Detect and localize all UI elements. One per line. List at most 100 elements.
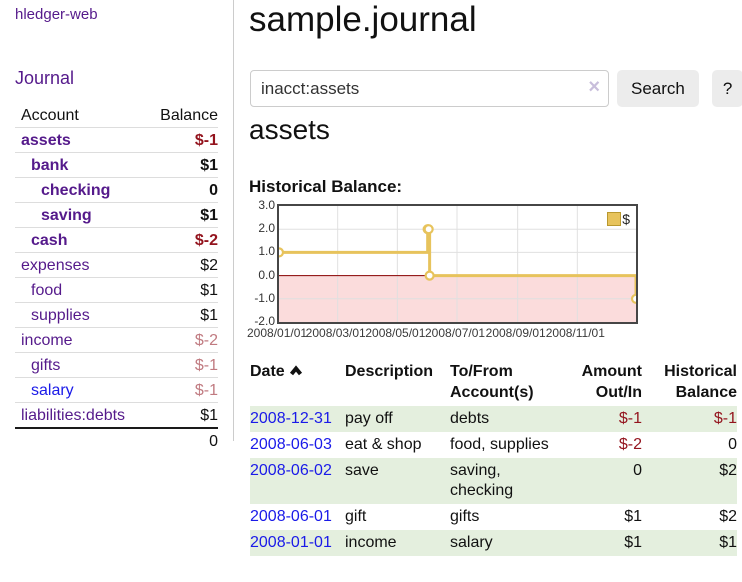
account-balance: $2 bbox=[148, 252, 218, 278]
chart-plot-area: $ bbox=[277, 204, 638, 324]
account-row: supplies $1 bbox=[15, 302, 218, 328]
y-tick-label: 1.0 bbox=[258, 244, 275, 259]
accounts-header-balance: Balance bbox=[148, 103, 218, 128]
account-row: liabilities:debts $1 bbox=[15, 403, 218, 429]
account-link-salary[interactable]: salary bbox=[31, 382, 74, 399]
account-row: assets $-1 bbox=[15, 127, 218, 153]
register-row: 2008-01-01 income salary $1 $1 bbox=[250, 530, 737, 556]
register-cell-description: gift bbox=[345, 508, 367, 525]
account-balance: $-2 bbox=[148, 327, 218, 353]
account-row: saving $1 bbox=[15, 202, 218, 228]
account-balance: $1 bbox=[148, 277, 218, 303]
register-cell-accounts: gifts bbox=[450, 508, 480, 525]
account-balance: $-1 bbox=[148, 352, 218, 378]
register-header-date[interactable]: Date bbox=[250, 358, 345, 406]
account-row: income $-2 bbox=[15, 327, 218, 353]
y-tick-label: 2.0 bbox=[258, 221, 275, 236]
register-cell-amount: $1 bbox=[624, 534, 642, 551]
chart-x-axis: 2008/01/01 2008/03/01 2008/05/01 2008/07/01… bbox=[247, 326, 634, 342]
sort-asc-icon bbox=[289, 361, 303, 382]
account-link-bank[interactable]: bank bbox=[31, 157, 69, 174]
register-header-accounts[interactable]: To/From Account(s) bbox=[450, 363, 534, 401]
chart-legend: $ bbox=[607, 211, 630, 227]
account-link-cash[interactable]: cash bbox=[31, 232, 68, 249]
transaction-date-link[interactable]: 2008-01-01 bbox=[250, 534, 332, 551]
account-link-assets[interactable]: assets bbox=[21, 132, 71, 149]
y-tick-label: -2.0 bbox=[254, 314, 275, 328]
main-content: sample.journal × Search ? assets Histori… bbox=[247, 0, 742, 582]
accounts-header-account: Account bbox=[15, 103, 149, 128]
account-balance: $1 bbox=[148, 302, 218, 328]
register-cell-date: 2008-01-01 bbox=[250, 530, 345, 556]
transaction-date-link[interactable]: 2008-06-02 bbox=[250, 462, 332, 479]
x-tick-label: 2008/01/01 bbox=[247, 326, 308, 340]
account-link-gifts[interactable]: gifts bbox=[31, 357, 61, 374]
account-link-checking[interactable]: checking bbox=[41, 182, 111, 199]
register-cell-accounts: debts bbox=[450, 410, 490, 427]
transaction-date-link[interactable]: 2008-12-31 bbox=[250, 410, 332, 427]
register-cell-balance: $2 bbox=[719, 508, 737, 525]
register-cell-description: save bbox=[345, 462, 379, 479]
legend-swatch-icon bbox=[607, 212, 622, 226]
account-link-liabilities-debts[interactable]: liabilities:debts bbox=[21, 407, 126, 424]
account-link-expenses[interactable]: expenses bbox=[21, 257, 90, 274]
account-link-food[interactable]: food bbox=[31, 282, 63, 299]
register-cell-amount: $-2 bbox=[618, 436, 642, 453]
register-row: 2008-06-02 save saving, checking 0 $2 bbox=[250, 458, 737, 504]
register-header-balance[interactable]: Historical Balance bbox=[664, 363, 737, 401]
register-cell-balance: $2 bbox=[719, 462, 737, 479]
register-header-amount[interactable]: Amount Out/In bbox=[581, 363, 642, 401]
help-button[interactable]: ? bbox=[711, 70, 742, 107]
account-link-saving[interactable]: saving bbox=[41, 207, 92, 224]
search-input[interactable] bbox=[250, 70, 609, 107]
account-link-supplies[interactable]: supplies bbox=[31, 307, 90, 324]
register-cell-amount: $-1 bbox=[618, 410, 642, 427]
register-row: 2008-06-01 gift gifts $1 $2 bbox=[250, 504, 737, 530]
clear-search-icon[interactable]: × bbox=[588, 76, 600, 98]
search-button[interactable]: Search bbox=[617, 70, 699, 107]
accounts-table: Account Balance assets $-1 bank $1 checking 0… bbox=[15, 103, 218, 454]
x-tick-label: 2008/07/01 bbox=[425, 326, 486, 340]
legend-label: $ bbox=[622, 211, 630, 227]
y-tick-label: 3.0 bbox=[258, 198, 275, 212]
account-heading: assets bbox=[249, 114, 330, 145]
transaction-date-link[interactable]: 2008-06-01 bbox=[250, 508, 332, 525]
register-header-row: Date Description To/From Account(s) Amou… bbox=[250, 358, 737, 406]
account-balance: $-1 bbox=[148, 127, 218, 153]
account-row: cash $-2 bbox=[15, 227, 218, 253]
register-cell-balance: $-1 bbox=[713, 410, 737, 427]
x-tick-label: 2008/05/01 bbox=[365, 326, 426, 340]
register-row: 2008-12-31 pay off debts $-1 $-1 bbox=[250, 406, 737, 432]
sidebar: hledger-web Journal Account Balance asse… bbox=[0, 0, 234, 454]
register-cell-accounts: salary bbox=[450, 534, 493, 551]
search-box: × bbox=[250, 70, 609, 107]
y-tick-label: 0.0 bbox=[258, 267, 275, 282]
account-balance: $-1 bbox=[148, 377, 218, 403]
account-row: gifts $-1 bbox=[15, 352, 218, 378]
account-balance: $-2 bbox=[148, 227, 218, 253]
account-balance: $1 bbox=[148, 152, 218, 178]
register-cell-accounts: food, supplies bbox=[450, 436, 549, 453]
account-row: expenses $2 bbox=[15, 252, 218, 278]
accounts-total-value: 0 bbox=[148, 427, 218, 454]
register-cell-description: eat & shop bbox=[345, 436, 422, 453]
account-balance: 0 bbox=[148, 177, 218, 203]
register-cell-date: 2008-06-03 bbox=[250, 432, 345, 458]
account-row: checking 0 bbox=[15, 177, 218, 203]
account-row: salary $-1 bbox=[15, 377, 218, 403]
accounts-total-row: 0 bbox=[15, 427, 218, 454]
register-cell-date: 2008-06-02 bbox=[250, 458, 345, 504]
x-tick-label: 2008/09/01 bbox=[485, 326, 546, 340]
register-cell-description: pay off bbox=[345, 410, 393, 427]
sidebar-item-journal[interactable]: Journal bbox=[15, 68, 75, 88]
register-cell-amount: 0 bbox=[633, 462, 642, 479]
chart-title: Historical Balance: bbox=[249, 177, 403, 196]
register-cell-amount: $1 bbox=[624, 508, 642, 525]
account-link-income[interactable]: income bbox=[21, 332, 73, 349]
register-header-description[interactable]: Description bbox=[345, 363, 434, 380]
account-row: bank $1 bbox=[15, 152, 218, 178]
transaction-date-link[interactable]: 2008-06-03 bbox=[250, 436, 332, 453]
register-cell-date: 2008-12-31 bbox=[250, 406, 345, 432]
register-cell-date: 2008-06-01 bbox=[250, 504, 345, 530]
app-title-link[interactable]: hledger-web bbox=[15, 6, 98, 23]
